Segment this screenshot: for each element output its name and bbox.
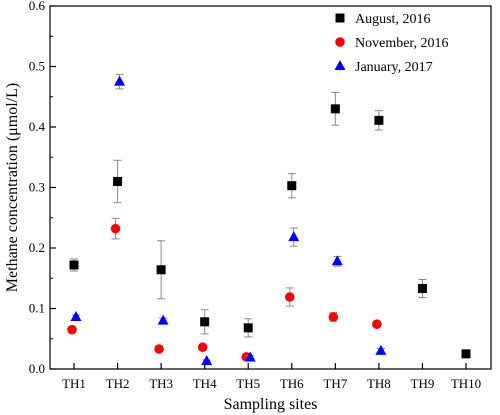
data-point-circle — [154, 344, 164, 354]
legend-label-january: January, 2017 — [355, 60, 433, 75]
data-point-square — [461, 349, 471, 359]
series-circle — [67, 217, 382, 362]
legend: August, 2016 November, 2016 January, 201… — [334, 12, 449, 75]
x-tick-label: TH8 — [367, 376, 391, 391]
x-tick-label: TH4 — [193, 376, 217, 391]
x-tick-label: TH10 — [451, 376, 481, 391]
x-tick-label: TH7 — [323, 376, 347, 391]
y-tick-label: 0.2 — [29, 240, 45, 255]
data-point-triangle — [201, 355, 213, 366]
data-point-square — [417, 284, 427, 294]
data-point-triangle — [114, 75, 126, 86]
legend-item-november: November, 2016 — [335, 36, 449, 51]
y-tick-label: 0.4 — [29, 119, 46, 134]
data-point-triangle — [244, 351, 256, 362]
data-point-square — [69, 260, 79, 270]
data-point-circle — [67, 324, 77, 335]
data-point-triangle — [331, 255, 343, 266]
y-tick-label: 0.1 — [29, 301, 45, 316]
data-marks — [67, 73, 471, 366]
x-tick-label: TH1 — [62, 376, 86, 391]
axis-ticks: 0.0 0.1 0.2 0.3 0.4 0.5 0.6 TH1 TH2 TH3 TH4 TH5 TH6 T… — [29, 0, 481, 391]
data-point-circle — [197, 342, 208, 353]
x-tick-label: TH9 — [411, 376, 435, 391]
data-point-square — [113, 176, 123, 186]
data-point-square — [330, 104, 340, 114]
data-point-triangle — [157, 314, 169, 325]
legend-item-january: January, 2017 — [334, 60, 433, 75]
x-tick-label: TH5 — [236, 376, 260, 391]
x-axis-title: Sampling sites — [224, 396, 318, 413]
y-tick-label: 0.5 — [29, 59, 45, 74]
legend-marker-square — [335, 13, 345, 23]
data-point-square — [156, 265, 166, 275]
y-tick-label: 0.3 — [29, 180, 45, 195]
y-tick-label: 0.0 — [29, 361, 45, 376]
data-point-triangle — [70, 310, 82, 321]
data-point-square — [243, 323, 253, 333]
data-point-circle — [328, 312, 339, 322]
data-point-circle — [284, 292, 295, 302]
data-point-square — [374, 115, 384, 125]
x-tick-label: TH2 — [106, 376, 130, 391]
legend-marker-triangle — [334, 60, 346, 70]
series-triangle — [70, 73, 387, 366]
data-point-circle — [372, 319, 382, 330]
x-tick-label: TH3 — [149, 376, 173, 391]
data-point-triangle — [375, 344, 387, 355]
legend-item-august: August, 2016 — [335, 12, 430, 27]
y-axis-title: Methane concentration (μmol/L) — [4, 83, 21, 292]
y-tick-label: 0.6 — [29, 0, 46, 13]
data-point-square — [287, 181, 297, 191]
legend-label-august: August, 2016 — [355, 12, 430, 27]
data-point-circle — [110, 223, 121, 234]
legend-marker-circle — [335, 37, 345, 47]
x-tick-label: TH6 — [280, 376, 304, 391]
series-square — [69, 92, 471, 359]
data-point-square — [200, 317, 210, 327]
data-point-triangle — [288, 231, 300, 242]
legend-label-november: November, 2016 — [355, 36, 449, 51]
